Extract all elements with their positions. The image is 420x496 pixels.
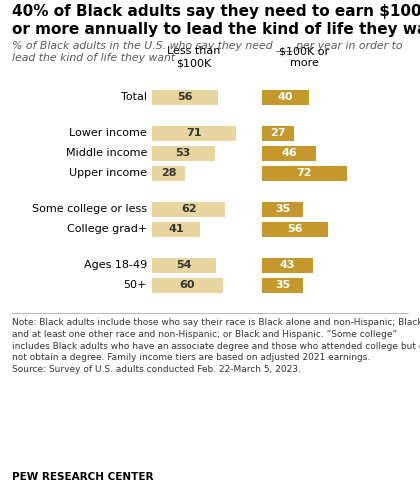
Text: 71: 71 (186, 128, 202, 138)
Text: PEW RESEARCH CENTER: PEW RESEARCH CENTER (12, 472, 153, 482)
Text: Upper income: Upper income (69, 169, 147, 179)
Text: 40% of Black adults say they need to earn $100,000
or more annually to lead the : 40% of Black adults say they need to ear… (12, 4, 420, 37)
Text: College grad+: College grad+ (67, 225, 147, 235)
Text: 35: 35 (275, 204, 290, 214)
Bar (262, 278, 303, 293)
Bar (152, 126, 236, 141)
Text: Middle income: Middle income (66, 148, 147, 159)
Bar (262, 146, 316, 161)
Bar (152, 146, 215, 161)
Text: 43: 43 (280, 260, 295, 270)
Text: Total: Total (121, 92, 147, 103)
Text: 28: 28 (161, 169, 176, 179)
Text: 53: 53 (176, 148, 191, 159)
Text: 62: 62 (181, 204, 197, 214)
Text: 56: 56 (287, 225, 303, 235)
Text: 46: 46 (281, 148, 297, 159)
Bar (262, 166, 347, 181)
Bar (262, 202, 303, 217)
Text: Note: Black adults include those who say their race is Black alone and non-Hispa: Note: Black adults include those who say… (12, 318, 420, 374)
Text: Some college or less: Some college or less (32, 204, 147, 214)
Text: 35: 35 (275, 281, 290, 291)
Text: % of Black adults in the U.S. who say they need ___ per year in order to
lead th: % of Black adults in the U.S. who say th… (12, 40, 402, 63)
Text: Lower income: Lower income (69, 128, 147, 138)
Bar (152, 166, 185, 181)
Bar (152, 90, 218, 105)
Text: 41: 41 (168, 225, 184, 235)
Text: $100K or
more: $100K or more (279, 47, 330, 68)
Text: 50+: 50+ (123, 281, 147, 291)
Bar (152, 222, 200, 237)
Bar (262, 222, 328, 237)
Bar (152, 202, 225, 217)
Text: 72: 72 (297, 169, 312, 179)
Text: 27: 27 (270, 128, 286, 138)
Text: Ages 18-49: Ages 18-49 (84, 260, 147, 270)
Text: 56: 56 (177, 92, 193, 103)
Text: 60: 60 (180, 281, 195, 291)
Text: Less than
$100K: Less than $100K (167, 47, 220, 68)
Bar (262, 90, 309, 105)
Bar (262, 258, 313, 273)
Bar (262, 126, 294, 141)
Text: 54: 54 (176, 260, 192, 270)
Bar (152, 278, 223, 293)
Text: 40: 40 (278, 92, 293, 103)
Bar (152, 258, 216, 273)
